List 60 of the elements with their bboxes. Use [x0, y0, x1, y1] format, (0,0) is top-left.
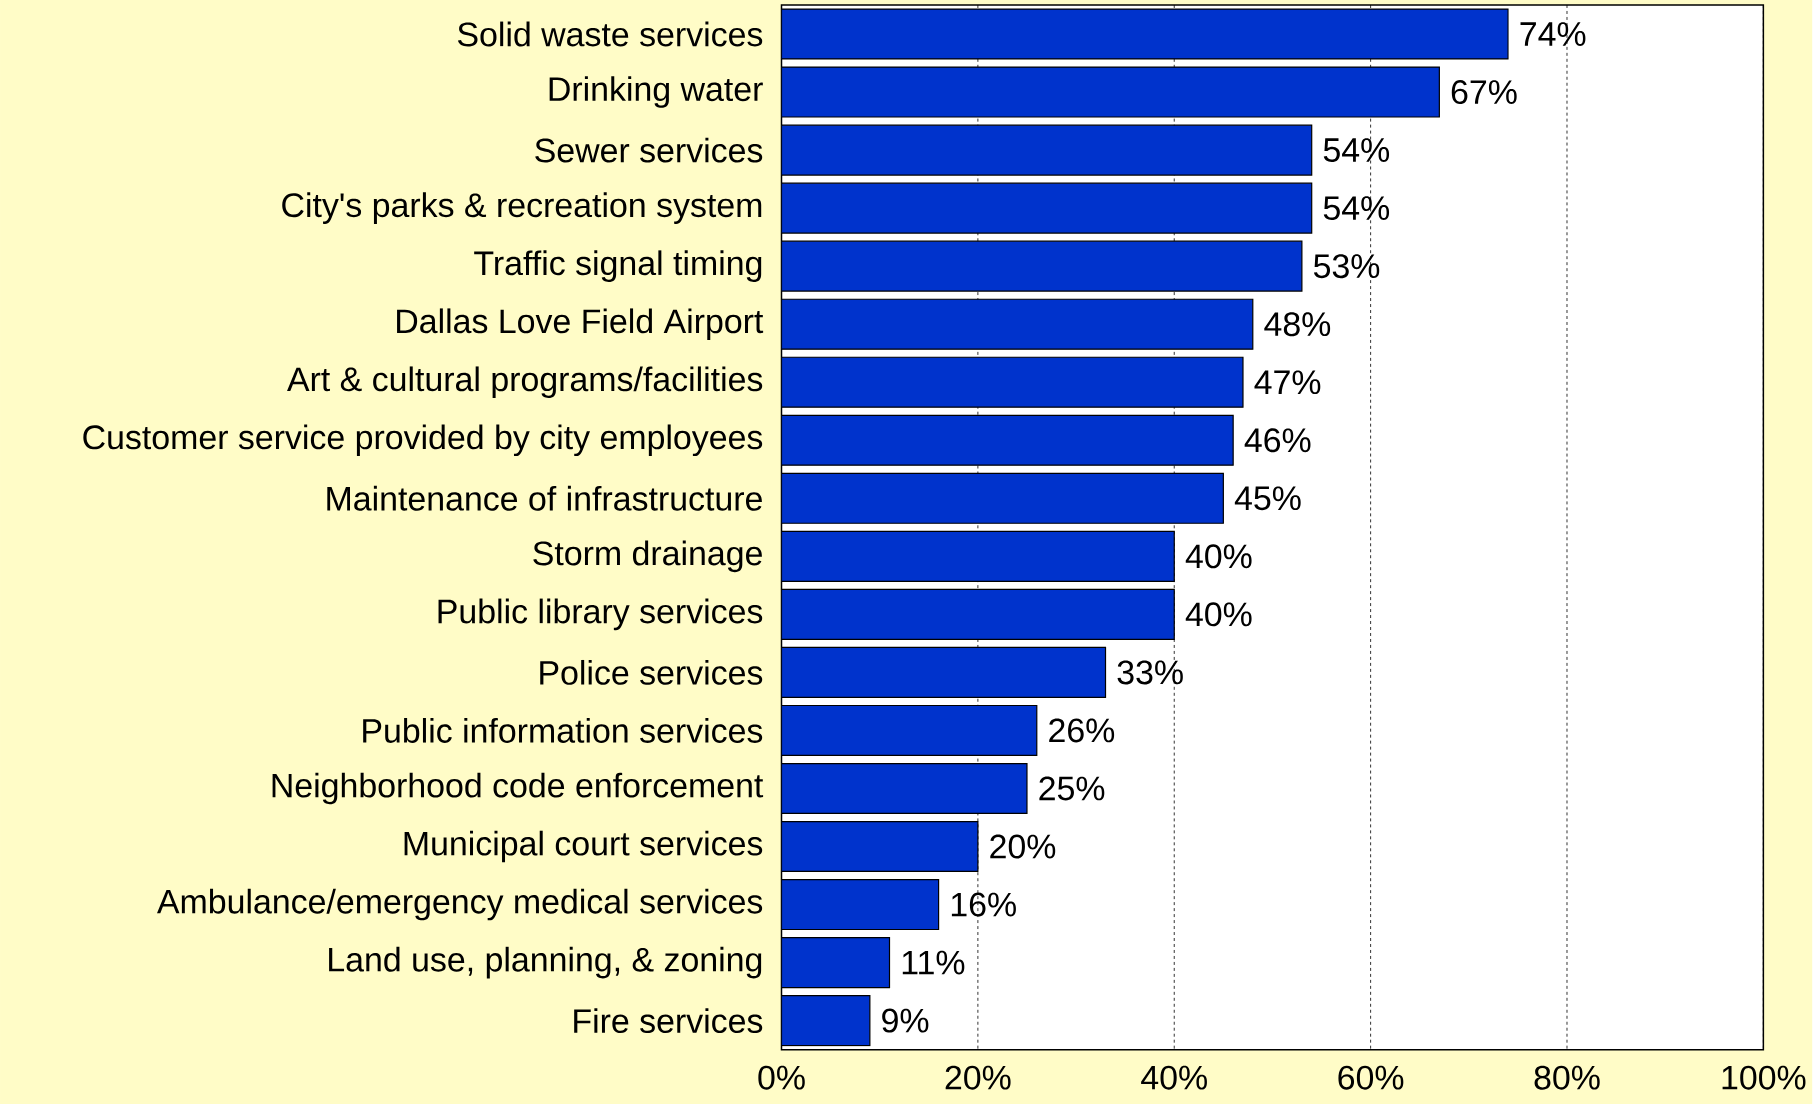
x-tick-label: 60% — [1338, 1065, 1404, 1090]
data-label: 40% — [1185, 602, 1252, 627]
bar — [781, 646, 1107, 698]
data-label: 20% — [990, 834, 1056, 859]
y-tick-label: Fire services — [574, 1007, 763, 1033]
bar — [781, 414, 1234, 466]
data-label: 46% — [1244, 428, 1311, 453]
bar — [781, 298, 1254, 350]
y-tick-label: Sewer services — [535, 137, 763, 163]
x-tick-label: 20% — [945, 1065, 1011, 1090]
data-label: 74% — [1520, 21, 1586, 46]
y-tick-label: Customer service provided by city employees — [83, 424, 763, 456]
bar — [781, 530, 1175, 582]
bar — [781, 994, 871, 1046]
data-label: 47% — [1254, 370, 1321, 394]
bar — [781, 240, 1303, 292]
y-tick-label: Traffic signal timing — [474, 250, 762, 282]
y-tick-label: Neighborhood code enforcement — [272, 772, 764, 805]
bar — [781, 182, 1313, 234]
bar — [781, 588, 1175, 640]
y-tick-label: Ambulance/emergency medical services — [157, 888, 763, 921]
y-tick-label: Art & cultural programs/facilities — [287, 366, 763, 398]
data-label: 11% — [902, 950, 965, 975]
y-tick-label: Dallas Love Field Airport — [397, 308, 764, 340]
data-label: 67% — [1451, 79, 1517, 104]
bar — [781, 762, 1028, 814]
bar — [781, 66, 1440, 118]
y-tick-label: Municipal court services — [404, 830, 763, 863]
y-tick-label: Land use, planning, & zoning — [329, 946, 762, 979]
bar — [781, 472, 1224, 524]
y-tick-label: City's parks & recreation system — [282, 192, 762, 224]
y-tick-label: Drinking water — [549, 76, 763, 108]
y-tick-label: Public library services — [438, 598, 763, 630]
bar — [781, 356, 1244, 408]
y-tick-label: Public information services — [363, 717, 763, 743]
y-tick-label: Maintenance of infrastructure — [327, 485, 762, 511]
data-label: 26% — [1049, 718, 1115, 743]
bar — [781, 704, 1038, 756]
data-label: 53% — [1313, 253, 1380, 278]
data-label: 54% — [1323, 195, 1390, 220]
bar — [781, 878, 940, 930]
x-tick-label: 100% — [1722, 1065, 1806, 1090]
bar — [781, 820, 979, 872]
data-label: 16% — [951, 892, 1016, 917]
data-label: 25% — [1039, 776, 1105, 801]
data-label: 40% — [1185, 544, 1252, 569]
y-tick-label: Police services — [540, 659, 763, 685]
data-label: 48% — [1264, 311, 1331, 336]
x-tick-label: 0% — [758, 1065, 805, 1090]
x-tick-label: 80% — [1534, 1065, 1600, 1090]
data-label: 54% — [1323, 137, 1390, 162]
bar — [781, 8, 1509, 60]
y-tick-label: Storm drainage — [533, 540, 762, 572]
bar — [781, 124, 1313, 176]
x-tick-label: 40% — [1141, 1065, 1207, 1090]
bar — [781, 936, 891, 988]
data-label: 45% — [1234, 486, 1301, 510]
data-label: 9% — [882, 1008, 929, 1033]
data-label: 33% — [1117, 660, 1183, 685]
y-tick-label: Solid waste services — [457, 21, 763, 47]
